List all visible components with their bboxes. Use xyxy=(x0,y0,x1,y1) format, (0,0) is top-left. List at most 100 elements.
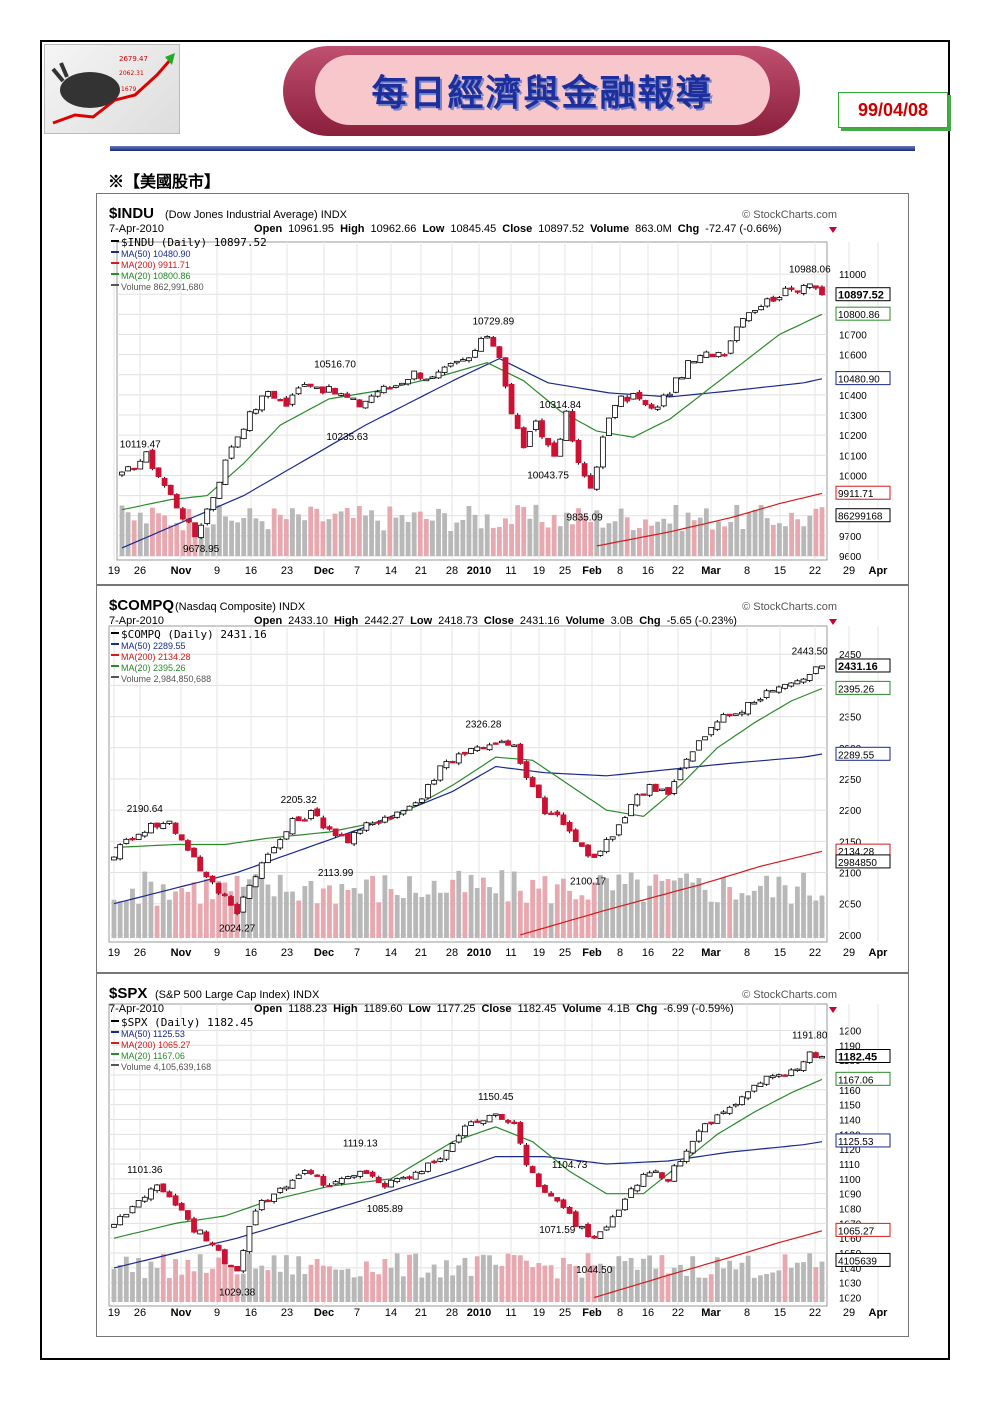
y-tick-label: 10000 xyxy=(839,471,867,482)
volume-bar xyxy=(229,520,234,556)
candle-body xyxy=(326,386,332,393)
candle-body xyxy=(246,1225,253,1253)
x-tick-label: 8 xyxy=(744,947,750,959)
candle-body xyxy=(806,283,813,288)
volume-bar xyxy=(259,1265,265,1302)
candle-body xyxy=(517,743,524,764)
volume-bar xyxy=(320,888,326,938)
x-tick-label: 2010 xyxy=(467,565,491,577)
y-tick-label: 1150 xyxy=(839,1101,861,1112)
candle-body xyxy=(615,824,622,836)
candle-body xyxy=(160,823,167,829)
candle-body xyxy=(252,876,259,888)
candle-body xyxy=(708,1121,715,1125)
volume-bar xyxy=(436,508,441,556)
value-tag xyxy=(835,287,891,302)
candle-body xyxy=(606,417,612,436)
candle-body xyxy=(258,1200,265,1211)
value-tag xyxy=(835,1252,891,1267)
chg-down-icon xyxy=(829,227,837,233)
candle-body xyxy=(671,1165,678,1182)
ohlc-value: 1177.25 xyxy=(437,1003,476,1015)
volume-bar xyxy=(557,526,563,556)
candle-body xyxy=(166,1191,173,1198)
candle-body xyxy=(443,1150,450,1160)
volume-bar xyxy=(382,875,388,938)
volume-bar xyxy=(277,514,283,556)
x-tick-label: 21 xyxy=(415,1307,427,1319)
x-tick-label: 29 xyxy=(843,1307,855,1319)
candle-body xyxy=(548,812,555,815)
legend-entry: Volume 862,991,680 xyxy=(121,282,204,292)
candle-body xyxy=(283,397,290,407)
volume-bar xyxy=(466,506,472,556)
candle-body xyxy=(326,1184,333,1188)
ohlc-label: Low xyxy=(422,223,444,235)
volume-bar xyxy=(745,1255,751,1302)
date-box: 99/04/08 xyxy=(838,92,948,128)
candle-body xyxy=(425,784,431,799)
volume-bar xyxy=(119,505,125,556)
candle-body xyxy=(715,352,722,358)
volume-bar xyxy=(400,1276,406,1302)
legend-swatch xyxy=(111,1053,119,1055)
volume-legend-icon xyxy=(111,1064,119,1066)
candle-body xyxy=(351,1175,358,1178)
candle-body xyxy=(160,1183,167,1193)
candle-body xyxy=(542,797,548,815)
x-tick-label: 16 xyxy=(245,565,257,577)
volume-bar xyxy=(548,903,554,938)
volume-bar xyxy=(394,1253,400,1302)
candle-body xyxy=(526,431,533,447)
ohlc-value: 10897.52 xyxy=(538,223,584,235)
volume-bar xyxy=(678,1264,683,1302)
candle-body xyxy=(648,404,655,409)
y-tick-label: 2050 xyxy=(839,900,862,911)
candle-body xyxy=(529,777,536,788)
candle-body xyxy=(788,287,795,290)
volume-bar xyxy=(643,519,648,556)
volume-bar xyxy=(333,904,339,938)
volume-bar xyxy=(561,878,566,938)
volume-bar xyxy=(567,1264,572,1302)
price-annotation: 2326.28 xyxy=(465,719,502,730)
candle-body xyxy=(222,459,229,485)
price-annotation: 9678.95 xyxy=(183,544,220,555)
candle-body xyxy=(172,1195,179,1206)
candle-body xyxy=(529,1166,536,1174)
candle-body xyxy=(819,1056,825,1059)
x-tick-label: Feb xyxy=(582,565,602,577)
price-annotation: 9835.09 xyxy=(567,513,604,524)
candle-body xyxy=(375,1176,382,1184)
volume-bar xyxy=(123,1256,129,1302)
candle-body xyxy=(599,436,606,468)
candle-body xyxy=(714,1114,721,1124)
volume-bar xyxy=(180,530,186,556)
y-tick-label: 2250 xyxy=(839,775,862,786)
volume-bar xyxy=(819,1261,825,1302)
price-annotation: 1044.50 xyxy=(576,1265,613,1276)
candle-body xyxy=(455,1135,462,1143)
price-annotation: 10314.84 xyxy=(539,400,581,411)
ma200-line xyxy=(594,1230,823,1299)
candle-body xyxy=(486,1114,493,1123)
x-tick-label: 23 xyxy=(281,1307,293,1319)
ohlc-label: High xyxy=(334,615,359,627)
candle-body xyxy=(375,821,382,824)
volume-bar xyxy=(407,876,412,938)
volume-bar xyxy=(320,521,326,556)
candle-body xyxy=(215,882,222,894)
y-tick-label: 2150 xyxy=(839,837,862,848)
volume-bar xyxy=(450,879,456,938)
report-date: 99/04/08 xyxy=(857,99,929,120)
x-tick-label: 8 xyxy=(744,565,750,577)
candle-body xyxy=(782,287,789,297)
y-tick-label: 10400 xyxy=(839,391,867,402)
candle-body xyxy=(406,805,413,811)
volume-legend-icon xyxy=(111,676,119,678)
y-tick-label: 1120 xyxy=(839,1145,861,1156)
volume-bar xyxy=(472,514,478,556)
candle-body xyxy=(301,1170,308,1174)
value-tag xyxy=(835,746,891,761)
volume-bar xyxy=(405,521,411,556)
